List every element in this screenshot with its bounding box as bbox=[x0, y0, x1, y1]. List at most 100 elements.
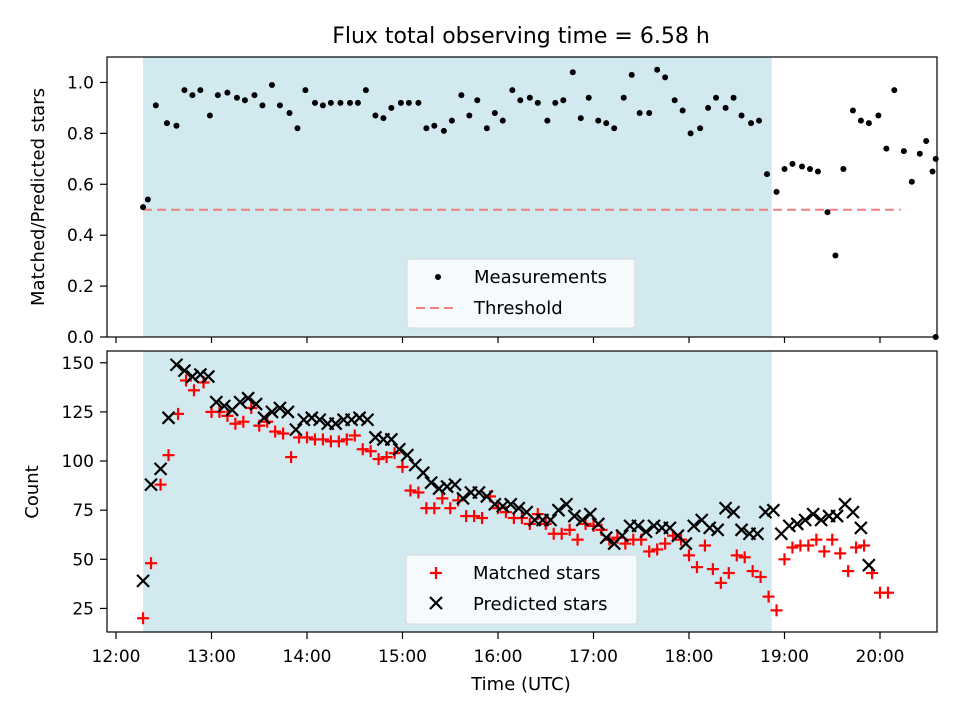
predicted-star-point bbox=[790, 517, 805, 531]
predicted-star-point bbox=[249, 397, 263, 411]
measurement-point bbox=[526, 94, 533, 101]
measurement-point bbox=[214, 92, 221, 99]
predicted-star-point bbox=[862, 558, 876, 572]
measurement-point bbox=[294, 125, 301, 132]
x-tick-label: 18:00 bbox=[665, 647, 714, 667]
measurement-point bbox=[799, 163, 806, 170]
matched-star-point bbox=[810, 533, 823, 546]
measurement-point bbox=[611, 125, 618, 132]
predicted-star-point bbox=[758, 505, 773, 519]
measurement-point bbox=[654, 66, 661, 73]
predicted-star-point bbox=[392, 442, 407, 457]
measurement-point bbox=[738, 112, 745, 119]
measurement-point bbox=[491, 110, 498, 116]
measurements-series bbox=[140, 66, 939, 340]
matched-star-point bbox=[802, 539, 815, 552]
predicted-star-point bbox=[575, 513, 590, 527]
measurement-point bbox=[748, 120, 755, 127]
predicted-star-point bbox=[806, 507, 820, 521]
matched-star-point bbox=[364, 445, 377, 458]
measurement-point bbox=[832, 252, 839, 259]
y-tick-label: 150 bbox=[62, 354, 94, 374]
matched-star-point bbox=[180, 374, 193, 387]
panel-counts-xlabel: Time (UTC) bbox=[470, 674, 571, 695]
predicted-star-point bbox=[615, 528, 629, 543]
matched-star-point bbox=[746, 565, 759, 578]
predicted-star-point bbox=[360, 412, 375, 427]
measurement-point bbox=[388, 104, 395, 111]
measurement-point bbox=[405, 99, 412, 106]
legend-box bbox=[406, 258, 636, 329]
predicted-star-point bbox=[312, 412, 327, 427]
predicted-star-point bbox=[265, 405, 279, 419]
predicted-star-point bbox=[686, 519, 701, 533]
matched-star-point bbox=[412, 486, 425, 499]
matched-star-point bbox=[380, 451, 393, 464]
predicted-star-point bbox=[830, 509, 844, 523]
matched-star-point bbox=[730, 549, 743, 562]
predicted-star-point bbox=[702, 521, 717, 535]
measurement-point bbox=[908, 178, 915, 185]
measurement-point bbox=[552, 99, 559, 106]
measurement-point bbox=[233, 94, 240, 101]
matched-star-point bbox=[643, 545, 656, 558]
predicted-star-point bbox=[432, 481, 446, 496]
legend-measurements-label: Measurements bbox=[474, 267, 607, 288]
panel-ratio-y-axis: 0.0 0.2 0.4 0.6 0.8 1.0 bbox=[67, 73, 107, 348]
measurement-point bbox=[466, 112, 473, 119]
measurement-point bbox=[380, 115, 387, 122]
predicted-star-point bbox=[193, 367, 208, 382]
predicted-star-point bbox=[217, 399, 232, 413]
matched-star-point bbox=[476, 512, 489, 525]
predicted-star-point bbox=[241, 391, 255, 405]
matched-star-point bbox=[698, 539, 711, 552]
x-tick-label: 15:00 bbox=[378, 647, 427, 667]
x-tick-label: 13:00 bbox=[187, 647, 236, 667]
matched-star-point bbox=[563, 523, 576, 536]
matched-star-point bbox=[372, 453, 385, 466]
measurement-point bbox=[268, 82, 275, 88]
measurement-point bbox=[891, 87, 898, 94]
predicted-star-point bbox=[177, 363, 192, 378]
predicted-star-point bbox=[679, 536, 693, 551]
matched-star-point bbox=[229, 417, 242, 430]
measurement-point bbox=[603, 120, 610, 127]
predicted-star-point bbox=[710, 523, 725, 537]
predicted-star-point bbox=[384, 432, 399, 447]
measurement-point bbox=[311, 99, 318, 106]
predicted-star-point bbox=[416, 466, 430, 480]
predicted-star-point bbox=[718, 501, 733, 515]
measurement-point bbox=[824, 209, 831, 216]
predicted-star-point bbox=[543, 513, 558, 527]
y-tick-label: 0.0 bbox=[67, 328, 94, 348]
predicted-star-point bbox=[750, 526, 765, 541]
predicted-star-point bbox=[599, 530, 614, 545]
measurement-point bbox=[286, 110, 293, 116]
measurement-point bbox=[646, 110, 653, 116]
matched-star-point bbox=[754, 570, 767, 583]
measurement-point bbox=[628, 71, 635, 78]
measurement-point bbox=[932, 155, 939, 162]
measurement-point bbox=[319, 102, 326, 109]
matched-star-point bbox=[356, 443, 369, 456]
matched-star-point bbox=[826, 533, 839, 546]
y-tick-label: 0.8 bbox=[67, 124, 94, 144]
measurement-point bbox=[173, 122, 180, 129]
matched-star-point bbox=[404, 484, 417, 497]
measurement-point bbox=[397, 99, 404, 106]
measurement-point bbox=[337, 99, 344, 106]
measurement-point bbox=[354, 99, 361, 106]
measurement-point bbox=[773, 188, 780, 195]
predicted-star-point bbox=[567, 509, 582, 523]
measurement-point bbox=[189, 92, 196, 99]
measurement-point bbox=[679, 107, 686, 114]
measurement-point bbox=[577, 115, 584, 122]
y-tick-label: 0.6 bbox=[67, 175, 94, 195]
measurement-point bbox=[569, 69, 576, 76]
measurement-point bbox=[671, 97, 678, 104]
matched-star-point bbox=[277, 427, 290, 440]
predicted-star-point bbox=[495, 499, 510, 514]
predicted-star-point bbox=[503, 497, 518, 512]
measurement-point bbox=[687, 130, 694, 137]
matched-star-point bbox=[145, 557, 158, 570]
